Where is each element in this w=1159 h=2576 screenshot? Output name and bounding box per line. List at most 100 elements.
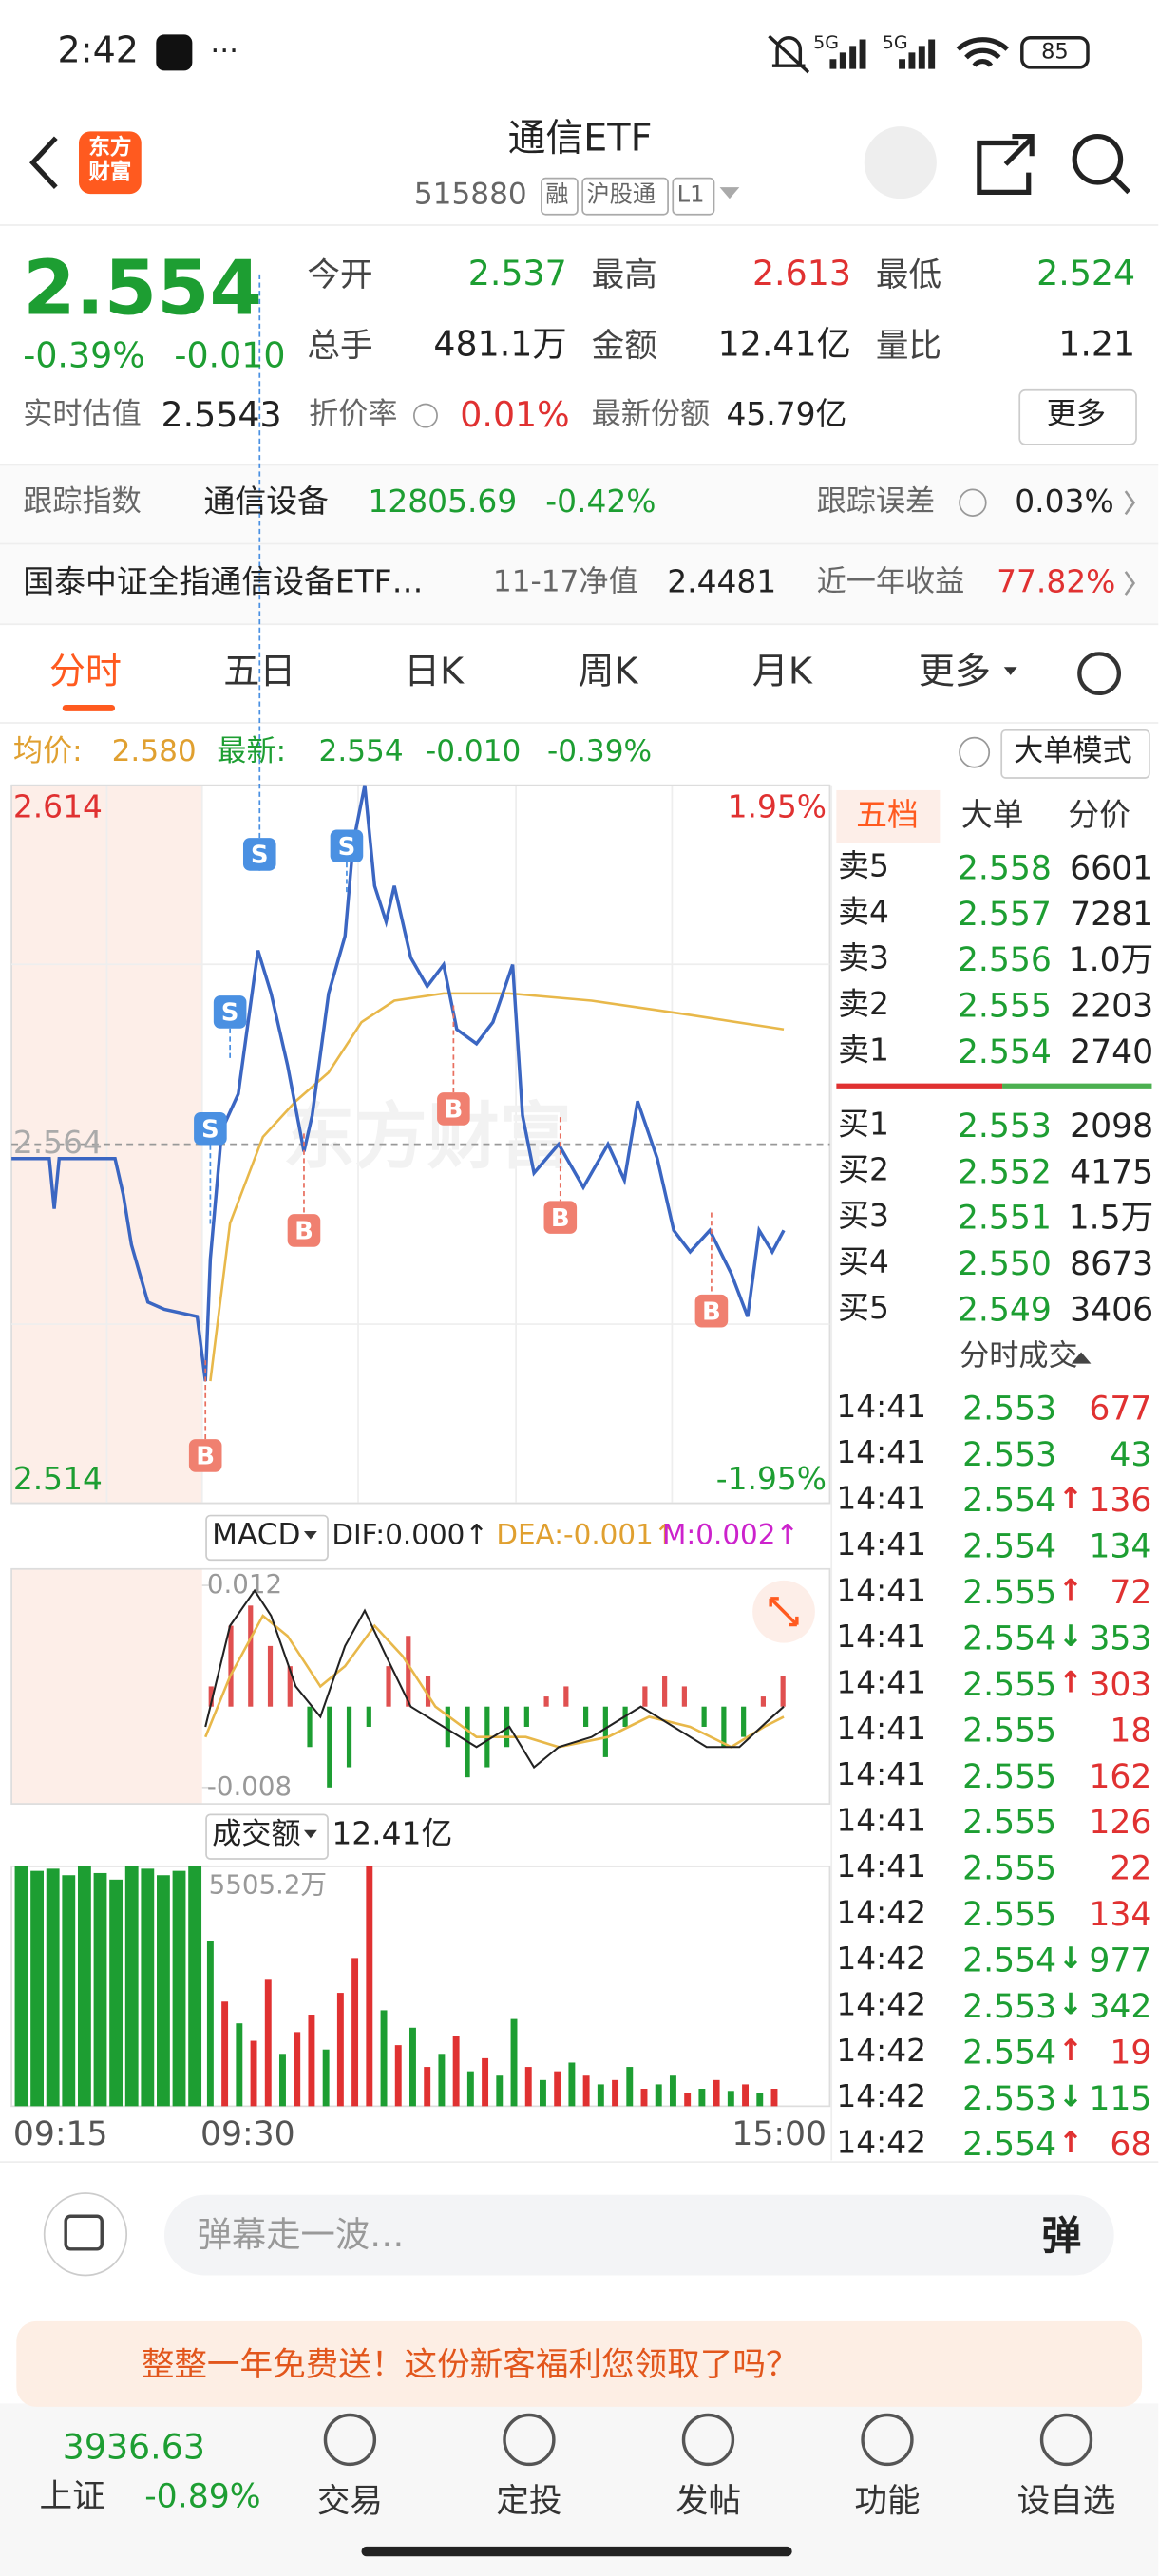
trade-time: 14:42	[836, 2125, 927, 2162]
book-label: 卖1	[838, 1032, 889, 1070]
volume-bar	[250, 2040, 257, 2107]
avg-label: 均价:	[12, 734, 83, 769]
macd-bar	[504, 1706, 510, 1748]
nav-item[interactable]: 交易	[316, 2480, 383, 2521]
trade-volume: 977	[1089, 1940, 1152, 1980]
dropdown	[719, 187, 740, 199]
volume-bar	[727, 2091, 734, 2107]
more-button[interactable]	[1018, 388, 1137, 445]
field-value: 1.21	[1058, 324, 1136, 365]
trade-volume: 68	[1110, 2124, 1152, 2164]
y2-tick-label: 1.95%	[728, 787, 826, 824]
macd-bar	[267, 1645, 274, 1707]
volume-bar	[640, 2088, 648, 2107]
book-label: 卖4	[838, 894, 889, 931]
book-label: 买5	[838, 1290, 889, 1327]
tab[interactable]: 更多	[918, 652, 991, 693]
trade-time: 14:42	[836, 2078, 927, 2115]
dropdown	[1003, 667, 1017, 675]
trade-price: 2.554	[962, 1480, 1057, 1520]
field-value: 2.613	[751, 254, 851, 294]
trade-time: 14:42	[836, 1895, 927, 1932]
book-tab[interactable]: 五档	[856, 797, 919, 834]
info-icon	[959, 736, 991, 768]
book-label: 卖3	[838, 940, 889, 977]
volume-bar	[582, 2075, 590, 2107]
latest-pct: -0.39%	[546, 734, 653, 769]
macd-bar	[248, 1605, 254, 1707]
latest-change: -0.010	[425, 734, 522, 769]
trade-mark	[330, 829, 364, 863]
trade-time: 14:42	[836, 2033, 927, 2070]
comment-input[interactable]	[163, 2194, 1114, 2276]
tab[interactable]: 分时	[48, 652, 123, 693]
trade-price: 2.555	[962, 1664, 1057, 1704]
banner-text[interactable]: 整整一年免费送！这份新客福利您领取了吗？	[141, 2344, 799, 2384]
trade-mark-label: B	[294, 1218, 314, 1246]
volume-bar	[510, 2018, 518, 2107]
share-icon[interactable]	[977, 133, 1035, 195]
danmaku-toggle[interactable]: 弹	[1041, 2212, 1082, 2260]
trade-volume: 162	[1089, 1755, 1152, 1796]
trade-time: 14:41	[836, 1664, 927, 1702]
trade-arrow: ↑	[1057, 2126, 1083, 2161]
book-tab[interactable]: 分价	[1068, 797, 1130, 834]
macd-bar	[543, 1696, 549, 1707]
book-tab[interactable]: 大单	[960, 797, 1024, 834]
premium: 0.01%	[460, 394, 570, 435]
trade-time: 14:41	[836, 1711, 927, 1748]
macd-bar	[701, 1706, 707, 1727]
y-tick-label: 2.564	[13, 1124, 103, 1161]
mode-text[interactable]: 大单模式	[1014, 734, 1132, 769]
tab[interactable]: 周K	[578, 652, 638, 693]
tab[interactable]: 月K	[751, 652, 812, 693]
note-icon	[64, 2214, 104, 2251]
logo	[79, 131, 142, 195]
chevron	[1124, 571, 1136, 596]
tracking-value: 12805.69	[368, 483, 518, 521]
macd-bar	[425, 1676, 431, 1707]
nav-item[interactable]: 功能	[854, 2480, 921, 2521]
latest-label: 最新:	[217, 734, 287, 769]
trade-price: 2.553	[962, 2077, 1057, 2118]
info-icon	[959, 488, 987, 517]
trade-volume: 72	[1110, 1572, 1152, 1612]
mode-button[interactable]	[1000, 729, 1150, 779]
y2-tick-label: -1.95%	[716, 1460, 826, 1497]
search-icon[interactable]	[1072, 133, 1124, 185]
fund-code: 515880	[413, 177, 527, 213]
book-volume: 1.5万	[1068, 1197, 1154, 1238]
index-name: 上证	[39, 2475, 105, 2516]
tab[interactable]: 日K	[404, 652, 465, 693]
dropdown	[303, 1829, 317, 1839]
more-button-text[interactable]: 更多	[1046, 397, 1107, 432]
status-time: 2:42	[57, 30, 139, 73]
macd-bar	[406, 1636, 411, 1707]
last-price: 2.554	[23, 242, 262, 332]
nav-item[interactable]: 发帖	[674, 2480, 742, 2521]
volume-bar	[655, 2084, 662, 2107]
nav-item[interactable]: 设自选	[1016, 2480, 1116, 2521]
trade-time: 14:41	[836, 1756, 927, 1793]
macd-selector[interactable]	[205, 1514, 329, 1562]
trade-mark	[188, 1439, 222, 1472]
settings-icon[interactable]	[1077, 652, 1122, 696]
volume-selector[interactable]	[205, 1813, 329, 1860]
dropdown	[303, 1530, 317, 1540]
nav-value: 2.4481	[667, 564, 777, 601]
promo-banner[interactable]	[16, 2320, 1143, 2407]
macd-bar	[602, 1706, 608, 1757]
note-button[interactable]	[43, 2192, 128, 2277]
back-button[interactable]	[29, 136, 58, 189]
logo-text: 东方财富	[88, 136, 132, 186]
x-tick-label: 09:15	[13, 2115, 108, 2153]
tab[interactable]: 五日	[223, 652, 296, 693]
trade-time: 14:41	[836, 1803, 927, 1840]
book-volume: 8673	[1070, 1243, 1154, 1283]
trade-mark	[287, 1214, 321, 1247]
panel-title: MACD	[212, 1518, 300, 1552]
nav-item[interactable]: 定投	[496, 2480, 562, 2521]
volume-bar	[742, 2084, 750, 2107]
